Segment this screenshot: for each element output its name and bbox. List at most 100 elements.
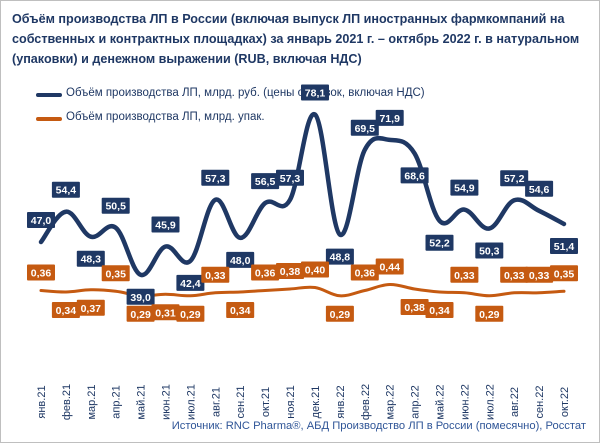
data-label-text-rub: 69,5 <box>355 123 376 135</box>
data-label-units: 0,31 <box>151 304 180 321</box>
data-label-box-rub <box>126 288 155 305</box>
data-label-rub: 56,5 <box>251 173 280 190</box>
data-label-rub: 57,3 <box>276 169 304 186</box>
x-tick-label: дек.21 <box>310 386 322 419</box>
legend-swatch-units <box>36 117 62 121</box>
x-tick-label: май.22 <box>435 384 447 419</box>
data-label-text-rub: 48,0 <box>230 255 251 267</box>
data-label-box-rub <box>101 197 130 214</box>
x-tick-label: июн.21 <box>161 384 173 420</box>
x-tick-label: мар.21 <box>86 384 98 419</box>
data-label-rub: 71,9 <box>375 109 404 126</box>
data-label-units: 0,33 <box>201 266 230 283</box>
data-label-units: 0,29 <box>475 305 504 322</box>
legend-label-units: Объём производства ЛП, млрд. упак. <box>66 111 265 123</box>
data-label-text-rub: 52,2 <box>429 238 450 250</box>
data-label-box-units <box>151 304 180 321</box>
chart-title: Объём производства ЛП в России (включая … <box>12 12 580 66</box>
data-label-rub: 50,5 <box>101 197 130 214</box>
data-label-text-rub: 78,1 <box>305 88 326 100</box>
data-label-text-rub: 47,0 <box>31 215 52 227</box>
data-label-box-rub <box>400 167 429 184</box>
data-label-units: 0,36 <box>27 264 55 281</box>
data-label-units: 0,35 <box>101 265 130 282</box>
data-label-box-units <box>51 302 80 318</box>
data-label-text-rub: 51,4 <box>554 241 575 253</box>
x-tick-label: авг.21 <box>210 387 222 417</box>
data-label-units: 0,29 <box>126 305 155 322</box>
data-label-box-units <box>500 266 529 283</box>
data-label-text-rub: 71,9 <box>379 113 400 125</box>
x-tick-label: мар.22 <box>385 384 397 419</box>
data-label-box-rub <box>550 238 578 254</box>
data-label-box-units <box>301 261 329 278</box>
data-label-rub: 48,0 <box>226 251 255 268</box>
data-label-text-units: 0,33 <box>504 270 525 282</box>
data-label-rub: 39,0 <box>126 288 155 305</box>
data-label-text-rub: 39,0 <box>130 292 151 304</box>
x-tick-label: авг.22 <box>509 387 521 417</box>
data-label-box-rub <box>151 216 180 233</box>
data-label-units: 0,44 <box>375 258 404 275</box>
data-label-text-units: 0,33 <box>529 270 550 282</box>
data-label-box-units <box>400 299 429 315</box>
data-label-box-rub <box>276 169 304 186</box>
data-label-box-units <box>251 264 280 281</box>
x-tick-label: фев.21 <box>61 384 73 420</box>
data-label-units: 0,40 <box>301 261 329 278</box>
data-label-text-units: 0,40 <box>305 265 326 277</box>
data-label-text-rub: 56,5 <box>255 176 276 188</box>
x-tick-label: ноя.21 <box>285 385 297 418</box>
legend-swatch-rub <box>36 93 62 97</box>
data-label-box-rub <box>325 248 354 265</box>
data-label-text-rub: 48,8 <box>330 252 351 264</box>
data-label-text-units: 0,29 <box>330 309 351 321</box>
data-label-text-rub: 50,5 <box>105 201 126 213</box>
data-label-box-rub <box>350 119 379 136</box>
data-label-box-units <box>550 265 578 282</box>
x-tick-label: апр.22 <box>410 385 422 418</box>
data-label-rub: 57,3 <box>201 169 230 186</box>
x-tick-label: сен.22 <box>534 386 546 419</box>
data-label-text-units: 0,37 <box>81 303 102 315</box>
data-label-box-units <box>475 305 504 322</box>
data-label-text-rub: 57,3 <box>205 173 226 185</box>
x-tick-label: июл.21 <box>185 384 197 420</box>
data-label-rub: 57,2 <box>500 170 529 187</box>
data-label-box-rub <box>27 212 55 228</box>
data-label-text-rub: 45,9 <box>155 220 176 232</box>
x-tick-label: янв.21 <box>36 385 48 418</box>
data-label-text-units: 0,38 <box>404 302 425 314</box>
data-label-box-rub <box>450 179 479 196</box>
data-label-units: 0,35 <box>550 265 578 282</box>
data-label-box-units <box>325 305 354 322</box>
data-label-box-rub <box>525 180 554 197</box>
data-label-text-units: 0,35 <box>105 268 126 280</box>
data-label-rub: 48,3 <box>76 250 105 267</box>
data-label-text-rub: 57,2 <box>504 173 525 185</box>
data-label-box-rub <box>76 250 105 267</box>
data-label-units: 0,34 <box>226 302 255 318</box>
data-label-box-units <box>76 299 105 316</box>
data-label-box-units <box>126 305 155 322</box>
data-label-text-rub: 54,9 <box>454 183 475 195</box>
data-label-box-rub <box>375 109 404 126</box>
data-label-rub: 68,6 <box>400 167 429 184</box>
data-label-text-units: 0,44 <box>379 262 400 274</box>
data-label-box-units <box>525 266 554 283</box>
data-label-text-rub: 54,6 <box>529 184 550 196</box>
data-label-units: 0,33 <box>525 266 554 283</box>
data-label-text-rub: 50,3 <box>479 246 500 258</box>
data-label-rub: 47,0 <box>27 212 55 228</box>
data-label-units: 0,33 <box>500 266 529 283</box>
x-tick-label: сен.21 <box>235 386 247 419</box>
x-tick-label: апр.21 <box>111 385 123 418</box>
data-label-text-units: 0,36 <box>355 268 376 280</box>
x-tick-label: май.21 <box>136 384 148 419</box>
data-label-units: 0,29 <box>176 305 205 322</box>
data-label-box-rub <box>301 84 329 101</box>
data-label-rub: 45,9 <box>151 216 180 233</box>
data-label-text-units: 0,34 <box>230 305 251 317</box>
data-label-units: 0,37 <box>76 299 105 316</box>
